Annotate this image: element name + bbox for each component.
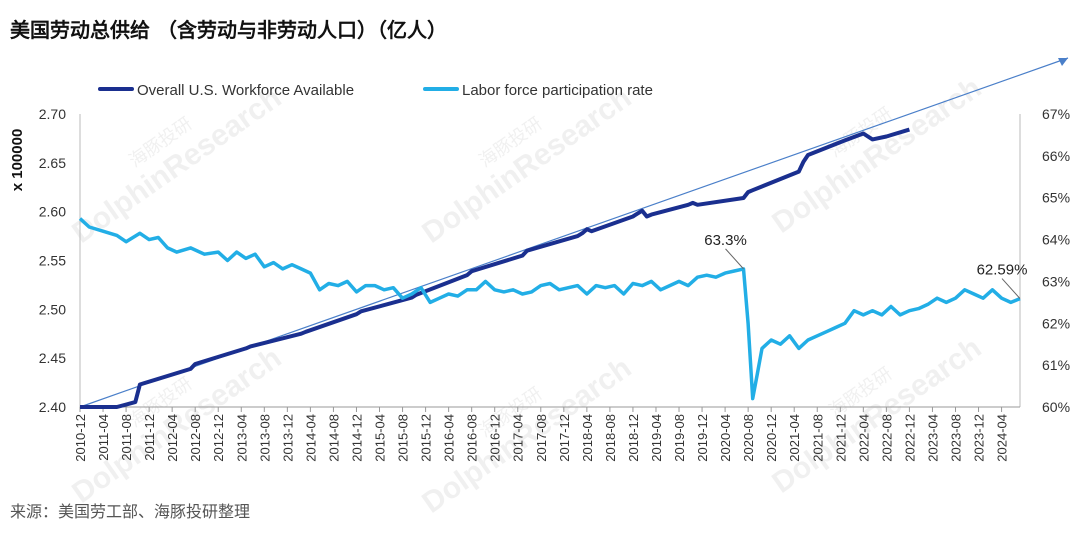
x-tick-label: 2013-04 — [234, 414, 249, 462]
x-tick-label: 2022-12 — [902, 414, 917, 462]
x-tick-label: 2023-12 — [972, 414, 987, 462]
right-tick-label: 66% — [1042, 148, 1070, 164]
x-tick-label: 2013-08 — [257, 414, 272, 462]
legend-label-workforce: Overall U.S. Workforce Available — [137, 82, 354, 99]
watermark-en: DolphinResearch — [66, 81, 287, 250]
right-axis: 60% 61% 62% 63% 64% 65% 66% 67% — [1019, 106, 1070, 415]
x-tick-label: 2015-04 — [373, 414, 388, 462]
x-tick-label: 2016-08 — [465, 414, 480, 462]
x-tick-label: 2021-12 — [833, 414, 848, 462]
x-tick-label: 2017-12 — [557, 414, 572, 462]
x-tick-label: 2011-12 — [142, 414, 157, 461]
x-tick-label: 2017-08 — [534, 414, 549, 462]
right-tick-label: 60% — [1042, 399, 1070, 415]
x-tick-label: 2020-08 — [741, 414, 756, 462]
right-tick-label: 62% — [1042, 315, 1070, 331]
x-tick-label: 2019-04 — [649, 414, 664, 462]
x-tick-label: 2015-08 — [396, 414, 411, 462]
left-tick-label: 2.45 — [39, 350, 66, 366]
legend-label-participation: Labor force participation rate — [462, 82, 653, 99]
x-tick-label: 2023-04 — [925, 414, 940, 462]
annotation-leader — [725, 248, 744, 270]
x-tick-label: 2018-08 — [603, 414, 618, 462]
x-tick-label: 2011-08 — [119, 414, 134, 461]
right-tick-label: 64% — [1042, 232, 1070, 248]
right-tick-label: 61% — [1042, 357, 1070, 373]
annotation-leader — [1001, 278, 1021, 299]
x-tick-label: 2012-08 — [188, 414, 203, 462]
x-tick-label: 2016-04 — [442, 414, 457, 462]
right-tick-label: 67% — [1042, 106, 1070, 122]
x-tick-label: 2016-12 — [488, 414, 503, 462]
left-tick-label: 2.65 — [39, 155, 66, 171]
x-axis: 2010-12 2011-04 2011-08 2011-12 2012-04 2012-… — [73, 406, 1020, 462]
x-tick-label: 2012-12 — [211, 414, 226, 462]
left-tick-label: 2.60 — [39, 204, 66, 220]
x-tick-label: 2022-08 — [879, 414, 894, 462]
left-tick-label: 2.40 — [39, 399, 66, 415]
x-tick-label: 2018-04 — [580, 414, 595, 462]
x-tick-label: 2018-12 — [626, 414, 641, 462]
x-tick-label: 2019-08 — [672, 414, 687, 462]
x-tick-label: 2013-12 — [280, 414, 295, 462]
left-tick-label: 2.55 — [39, 253, 66, 269]
x-tick-label: 2020-04 — [718, 414, 733, 462]
x-tick-label: 2023-08 — [948, 414, 963, 462]
x-tick-label: 2014-08 — [326, 414, 341, 462]
x-tick-label: 2021-08 — [810, 414, 825, 462]
watermark-en: DolphinResearch — [766, 71, 987, 240]
chart-title: 美国劳动总供给 （含劳动与非劳动人口）（亿人） — [10, 18, 447, 42]
annotation-label: 62.59% — [977, 262, 1028, 279]
annotations: 63.3% 62.59% — [704, 232, 1027, 299]
x-tick-label: 2011-04 — [96, 414, 111, 461]
x-tick-label: 2014-12 — [349, 414, 364, 462]
left-axis: 2.40 2.45 2.50 2.55 2.60 2.65 2.70 — [39, 106, 81, 415]
x-tick-label: 2017-04 — [511, 414, 526, 462]
left-tick-label: 2.70 — [39, 106, 66, 122]
series-line-workforce — [80, 127, 910, 409]
series-line-participation — [78, 217, 1021, 401]
x-tick-label: 2014-04 — [303, 414, 318, 462]
annotation-label: 63.3% — [704, 232, 747, 249]
trend-arrowhead — [1058, 58, 1068, 66]
source-note: 来源：美国劳工部、海豚投研整理 — [10, 502, 251, 521]
x-tick-label: 2022-04 — [856, 414, 871, 462]
x-tick-label: 2012-04 — [165, 414, 180, 462]
left-tick-label: 2.50 — [39, 301, 66, 317]
left-axis-label: x 100000 — [9, 129, 26, 192]
right-tick-label: 65% — [1042, 190, 1070, 206]
x-tick-label: 2015-12 — [419, 414, 434, 462]
right-tick-label: 63% — [1042, 273, 1070, 289]
watermark-en: DolphinResearch — [416, 81, 637, 250]
x-tick-label: 2010-12 — [73, 414, 88, 462]
x-tick-label: 2024-04 — [995, 414, 1010, 462]
legend: Overall U.S. Workforce Available Labor f… — [98, 82, 653, 99]
x-tick-label: 2021-04 — [787, 414, 802, 462]
x-tick-label: 2019-12 — [695, 414, 710, 462]
x-tick-label: 2020-12 — [764, 414, 779, 462]
